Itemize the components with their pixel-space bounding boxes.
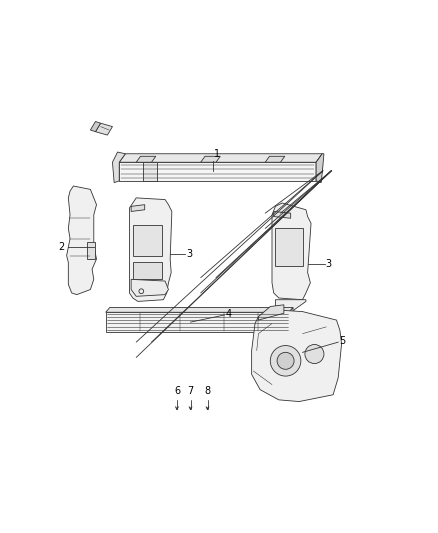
- Polygon shape: [130, 198, 172, 302]
- Polygon shape: [274, 212, 291, 218]
- Polygon shape: [131, 279, 169, 296]
- Polygon shape: [67, 186, 96, 295]
- Text: 6: 6: [174, 386, 180, 396]
- Polygon shape: [272, 203, 311, 300]
- Text: 3: 3: [325, 259, 332, 269]
- Polygon shape: [143, 162, 156, 181]
- Polygon shape: [119, 162, 316, 181]
- Circle shape: [305, 344, 324, 364]
- Circle shape: [270, 345, 301, 376]
- Polygon shape: [113, 152, 125, 183]
- Polygon shape: [276, 229, 303, 266]
- Polygon shape: [106, 312, 289, 332]
- Polygon shape: [258, 305, 284, 320]
- Text: 8: 8: [205, 386, 211, 396]
- Polygon shape: [87, 242, 95, 259]
- Polygon shape: [316, 154, 322, 181]
- Text: 4: 4: [226, 309, 232, 319]
- Polygon shape: [289, 308, 293, 332]
- Polygon shape: [131, 205, 145, 212]
- Text: 1: 1: [214, 149, 220, 159]
- Text: 7: 7: [187, 386, 194, 396]
- Text: 5: 5: [339, 336, 346, 346]
- Polygon shape: [201, 156, 220, 162]
- Polygon shape: [136, 156, 156, 162]
- Polygon shape: [316, 154, 324, 183]
- Polygon shape: [276, 300, 306, 325]
- Polygon shape: [119, 154, 322, 162]
- Polygon shape: [106, 308, 293, 312]
- Polygon shape: [133, 225, 162, 256]
- Circle shape: [277, 352, 294, 369]
- Polygon shape: [265, 156, 285, 162]
- Polygon shape: [95, 123, 113, 135]
- Polygon shape: [251, 310, 342, 401]
- Polygon shape: [90, 122, 101, 132]
- Text: 2: 2: [58, 242, 64, 252]
- Polygon shape: [133, 262, 162, 279]
- Text: 3: 3: [187, 249, 193, 259]
